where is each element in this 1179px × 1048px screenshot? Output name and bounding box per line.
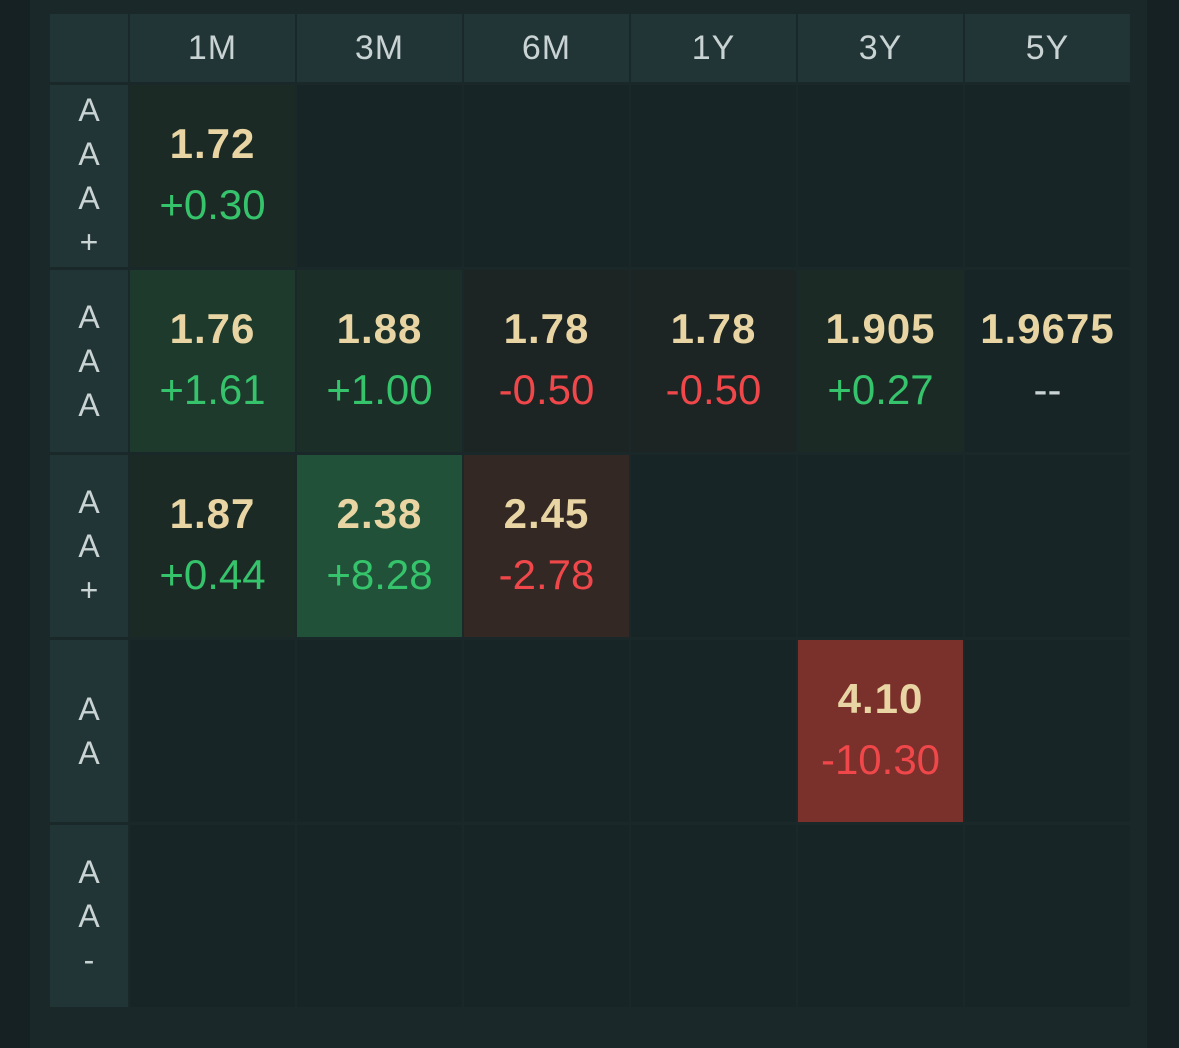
row-label-char: A — [78, 691, 100, 727]
cell-change-value: -2.78 — [498, 551, 595, 598]
heatmap-cell[interactable] — [965, 825, 1130, 1007]
heatmap-cell[interactable] — [130, 825, 295, 1007]
heatmap-cell[interactable]: 2.45 -2.78 — [464, 455, 629, 637]
row-label-char: - — [83, 942, 95, 978]
heatmap-cell[interactable]: 1.76 +1.61 — [130, 270, 295, 452]
cell-rate-value: 4.10 — [837, 675, 924, 722]
cell-change-value: -0.50 — [498, 366, 595, 413]
cell-rate-value: 1.87 — [169, 490, 256, 537]
cell-change-value: +1.00 — [326, 366, 433, 413]
heatmap-cell[interactable] — [297, 85, 462, 267]
heatmap-cell[interactable] — [464, 640, 629, 822]
heatmap-cell[interactable]: 1.78 -0.50 — [631, 270, 796, 452]
heatmap-cell[interactable]: 1.88 +1.00 — [297, 270, 462, 452]
cell-rate-value: 1.78 — [503, 305, 590, 352]
column-header-6m[interactable]: 6M — [464, 14, 629, 82]
rating-term-heatmap-grid: 1M 3M 6M 1Y 3Y 5Y A A A +1.72 +0.30 A A A 1.76 +1… — [50, 14, 1130, 1010]
cell-change-value: +8.28 — [326, 551, 433, 598]
heatmap-cell[interactable] — [297, 825, 462, 1007]
row-label-char: A — [78, 92, 100, 128]
cell-rate-value: 1.76 — [169, 305, 256, 352]
heatmap-cell[interactable] — [965, 455, 1130, 637]
row-label-char: A — [78, 136, 100, 172]
cell-change-value: +0.27 — [827, 366, 934, 413]
heatmap-cell[interactable]: 4.10 -10.30 — [798, 640, 963, 822]
heatmap-cell[interactable] — [464, 85, 629, 267]
column-header-3m[interactable]: 3M — [297, 14, 462, 82]
cell-change-value: +0.30 — [159, 181, 266, 228]
cell-rate-value: 2.45 — [503, 490, 590, 537]
cell-change-value: +1.61 — [159, 366, 266, 413]
column-header-1y[interactable]: 1Y — [631, 14, 796, 82]
row-label-char: + — [79, 224, 99, 260]
column-header-3y[interactable]: 3Y — [798, 14, 963, 82]
cell-change-value: -0.50 — [665, 366, 762, 413]
cell-rate-value: 1.72 — [169, 120, 256, 167]
heatmap-cell[interactable] — [631, 640, 796, 822]
row-label-char: A — [78, 299, 100, 335]
column-header-5y[interactable]: 5Y — [965, 14, 1130, 82]
heatmap-cell[interactable] — [464, 825, 629, 1007]
row-label-char: + — [79, 572, 99, 608]
row-label-char: A — [78, 484, 100, 520]
heatmap-cell[interactable] — [965, 85, 1130, 267]
row-label-char: A — [78, 735, 100, 771]
heatmap-cell[interactable] — [130, 640, 295, 822]
heatmap-cell[interactable] — [798, 85, 963, 267]
cell-change-value: +0.44 — [159, 551, 266, 598]
row-label-char: A — [78, 343, 100, 379]
heatmap-cell[interactable]: 2.38 +8.28 — [297, 455, 462, 637]
row-label-char: A — [78, 387, 100, 423]
heatmap-cell[interactable] — [798, 455, 963, 637]
row-label-char: A — [78, 528, 100, 564]
row-label-char: A — [78, 854, 100, 890]
cell-rate-value: 2.38 — [336, 490, 423, 537]
cell-change-value: -10.30 — [820, 736, 941, 783]
heatmap-cell[interactable]: 1.87 +0.44 — [130, 455, 295, 637]
heatmap-cell[interactable]: 1.72 +0.30 — [130, 85, 295, 267]
cell-rate-value: 1.905 — [825, 305, 936, 352]
cell-rate-value: 1.88 — [336, 305, 423, 352]
heatmap-cell[interactable] — [631, 455, 796, 637]
grid-corner — [50, 14, 128, 82]
cell-change-value: -- — [1033, 366, 1062, 413]
column-header-1m[interactable]: 1M — [130, 14, 295, 82]
row-label-char: A — [78, 898, 100, 934]
row-label-char: A — [78, 180, 100, 216]
heatmap-cell[interactable] — [798, 825, 963, 1007]
row-label-0[interactable]: A A A + — [50, 85, 128, 267]
heatmap-cell[interactable]: 1.78 -0.50 — [464, 270, 629, 452]
heatmap-cell[interactable]: 1.9675 -- — [965, 270, 1130, 452]
row-label-2[interactable]: A A + — [50, 455, 128, 637]
heatmap-cell[interactable] — [631, 85, 796, 267]
cell-rate-value: 1.78 — [670, 305, 757, 352]
heatmap-cell[interactable] — [297, 640, 462, 822]
heatmap-cell[interactable] — [965, 640, 1130, 822]
cell-rate-value: 1.9675 — [980, 305, 1115, 352]
heatmap-cell[interactable] — [631, 825, 796, 1007]
heatmap-cell[interactable]: 1.905 +0.27 — [798, 270, 963, 452]
